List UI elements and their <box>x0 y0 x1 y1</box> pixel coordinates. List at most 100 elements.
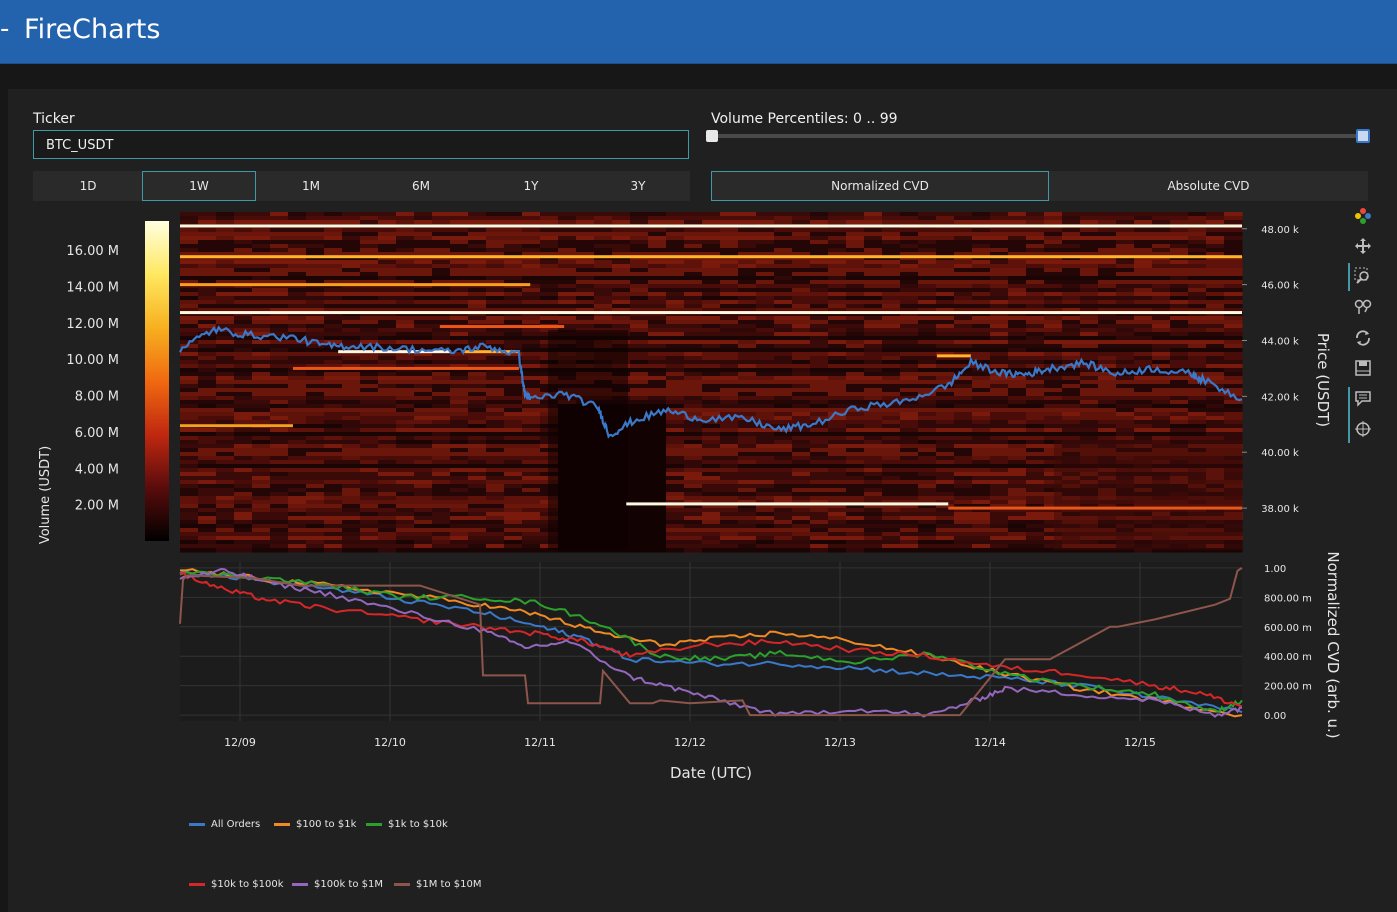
heatmap-cell <box>252 324 271 329</box>
heatmap-cell <box>918 240 937 245</box>
heatmap-cell <box>414 292 433 297</box>
heatmap-cell <box>1062 320 1081 325</box>
heatmap-cell <box>918 264 937 269</box>
heatmap-cell <box>270 540 289 545</box>
slider-handle-min[interactable] <box>706 130 718 142</box>
heatmap-cell <box>738 420 757 425</box>
heatmap-cell <box>1206 312 1225 317</box>
range-button-1m[interactable]: 1M <box>302 179 320 193</box>
heatmap-cell <box>450 424 469 429</box>
heatmap-cell <box>1116 248 1135 253</box>
heatmap-cell <box>558 320 577 325</box>
heatmap-cell <box>324 416 343 421</box>
heatmap-cell <box>864 356 883 361</box>
heatmap-cell <box>288 268 307 273</box>
heatmap-cell <box>396 296 415 301</box>
heatmap-cell <box>360 356 379 361</box>
heatmap-cell <box>936 320 955 325</box>
heatmap-cell <box>792 448 811 453</box>
heatmap-cell <box>792 296 811 301</box>
slider-handle-max[interactable] <box>1356 129 1370 143</box>
heatmap-cell <box>1008 244 1027 249</box>
heatmap-cell <box>972 500 991 505</box>
heatmap-cell <box>1008 368 1027 373</box>
heatmap-cell <box>198 520 217 525</box>
heatmap-cell <box>666 488 685 493</box>
menu-toggle[interactable]: - <box>0 14 10 44</box>
heatmap-cell <box>216 544 235 549</box>
heatmap-cell <box>378 340 397 345</box>
heatmap-cell <box>630 368 649 373</box>
heatmap-cell <box>396 436 415 441</box>
heatmap-cell <box>414 280 433 285</box>
heatmap-cell <box>450 456 469 461</box>
heatmap-cell <box>1152 280 1171 285</box>
heatmap-cell <box>702 504 721 509</box>
heatmap-cell <box>468 284 487 289</box>
heatmap-cell <box>270 404 289 409</box>
heatmap-cell <box>936 424 955 429</box>
heatmap-cell <box>1206 420 1225 425</box>
heatmap-cell <box>810 528 829 533</box>
heatmap-cell <box>972 336 991 341</box>
heatmap-cell <box>918 424 937 429</box>
heatmap-cell <box>306 376 325 381</box>
heatmap-cell <box>828 416 847 421</box>
heatmap-cell <box>180 404 199 409</box>
heatmap-cell <box>900 380 919 385</box>
heatmap-cell <box>1206 316 1225 321</box>
heatmap-cell <box>414 388 433 393</box>
heatmap-cell <box>810 240 829 245</box>
heatmap-cell <box>1008 216 1027 221</box>
heatmap-cell <box>396 456 415 461</box>
heatmap-cell <box>828 268 847 273</box>
heatmap-cell <box>1098 412 1117 417</box>
heatmap-cell <box>900 296 919 301</box>
heatmap-cell <box>882 344 901 349</box>
volume-percentile-slider[interactable] <box>712 134 1362 138</box>
heatmap-cell <box>702 512 721 517</box>
absolute-cvd-button[interactable]: Absolute CVD <box>1167 179 1250 193</box>
heatmap-cell <box>468 480 487 485</box>
range-button-6m[interactable]: 6M <box>412 179 430 193</box>
heatmap-cell <box>828 328 847 333</box>
heatmap-cell <box>396 516 415 521</box>
heatmap-cell <box>1170 436 1189 441</box>
heatmap-cell <box>414 376 433 381</box>
heatmap-cell <box>630 296 649 301</box>
heatmap-cell <box>846 400 865 405</box>
range-button-1w[interactable]: 1W <box>142 171 256 201</box>
heatmap-cell <box>234 520 253 525</box>
heatmap-cell <box>378 544 397 549</box>
heatmap-cell <box>396 376 415 381</box>
normalized-cvd-button[interactable]: Normalized CVD <box>711 171 1049 201</box>
heatmap-cell <box>684 312 703 317</box>
heatmap-cell <box>1098 344 1117 349</box>
heatmap-cell <box>972 388 991 393</box>
heatmap-cell <box>972 432 991 437</box>
heatmap-cell <box>1062 432 1081 437</box>
heatmap-cell <box>918 544 937 549</box>
heatmap-cell <box>666 428 685 433</box>
heatmap-cell <box>1188 308 1207 313</box>
ticker-input[interactable]: BTC_USDT <box>33 130 689 159</box>
heatmap-cell <box>1080 220 1099 225</box>
heatmap-cell <box>1224 348 1243 353</box>
range-button-1d[interactable]: 1D <box>79 179 97 193</box>
heatmap-cell <box>1026 296 1045 301</box>
heatmap-cell <box>1170 244 1189 249</box>
heatmap-cell <box>306 488 325 493</box>
heatmap-cell <box>378 408 397 413</box>
heatmap-cell <box>720 352 739 357</box>
range-button-3y[interactable]: 3Y <box>630 179 646 193</box>
heatmap-cell <box>810 496 829 501</box>
heatmap-cell <box>1152 396 1171 401</box>
heatmap-cell <box>684 296 703 301</box>
heatmap-cell <box>864 312 883 317</box>
heatmap-cell <box>972 260 991 265</box>
heatmap-cell <box>648 284 667 289</box>
heatmap-cell <box>720 272 739 277</box>
heatmap-cell <box>1008 328 1027 333</box>
range-button-1y[interactable]: 1Y <box>523 179 539 193</box>
